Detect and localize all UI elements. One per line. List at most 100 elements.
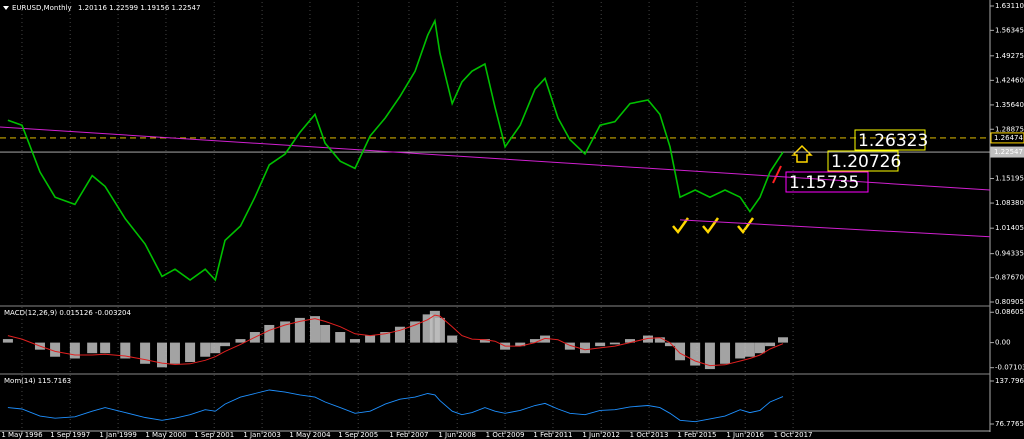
x-tick-label: 1 May 2000 xyxy=(145,431,186,439)
y-tick-label: 1.01405 xyxy=(995,224,1024,232)
x-tick-label: 1 Feb 2011 xyxy=(533,431,572,439)
macd-bar xyxy=(140,342,151,364)
y-tick-label: 1.42460 xyxy=(995,76,1024,84)
macd-bar xyxy=(2,339,13,343)
y-tick-label: 137.7966 xyxy=(995,377,1024,385)
macd-bar xyxy=(410,321,421,343)
macd-bar xyxy=(169,342,180,364)
macd-bar xyxy=(310,316,320,343)
x-tick-label: 1 Jun 2012 xyxy=(582,431,620,439)
macd-bar xyxy=(654,337,665,343)
y-tick-label: 1.08380 xyxy=(995,199,1024,207)
macd-bar xyxy=(643,335,653,343)
drawn-line xyxy=(772,165,782,184)
macd-bar xyxy=(675,342,686,361)
series-line xyxy=(7,18,784,282)
macd-bar xyxy=(735,342,746,359)
macd-bar xyxy=(294,317,305,343)
macd-bar xyxy=(210,342,221,354)
indicator-title: Mom(14) 115.7163 xyxy=(4,377,71,385)
macd-bar xyxy=(380,332,391,343)
price-level-label: 1.26474 xyxy=(994,134,1023,142)
annotation: 1.26323 xyxy=(858,131,928,151)
series-line xyxy=(7,389,784,423)
y-tick-label: 0.80905 xyxy=(995,298,1024,306)
macd-bar xyxy=(765,342,776,347)
annotation-box xyxy=(785,171,869,193)
y-tick-label: 0.87670 xyxy=(995,274,1024,282)
macd-bar xyxy=(100,342,111,354)
annotation: 1.20726 xyxy=(831,152,901,172)
x-tick-label: 1 Jun 2016 xyxy=(726,431,764,439)
macd-bar xyxy=(220,342,230,347)
macd-bar xyxy=(235,339,246,343)
macd-bar xyxy=(540,335,551,343)
annotation-box xyxy=(854,129,926,151)
macd-bar xyxy=(529,339,540,343)
macd-bar xyxy=(434,317,445,343)
x-tick-label: 1 Jan 1999 xyxy=(99,431,137,439)
macd-bar xyxy=(754,342,765,354)
y-tick-label: 1.49275 xyxy=(995,52,1024,60)
macd-bar xyxy=(720,342,731,364)
x-tick-label: 1 Oct 2017 xyxy=(774,431,813,439)
x-tick-label: 1 May 1996 xyxy=(1,431,43,439)
y-tick-label: 1.56345 xyxy=(995,26,1024,34)
x-tick-label: 1 Sep 2005 xyxy=(338,431,378,439)
y-tick-label: 1.15195 xyxy=(995,175,1024,183)
macd-bar xyxy=(69,342,80,359)
macd-bar xyxy=(422,314,433,343)
macd-bar xyxy=(280,321,291,343)
macd-bar xyxy=(50,342,61,357)
macd-bar xyxy=(429,310,440,343)
y-tick-label: 76.7765 xyxy=(995,420,1024,428)
chart-title: EURUSD,Monthly xyxy=(12,4,72,12)
macd-bar xyxy=(609,342,620,345)
macd-bar xyxy=(185,342,196,363)
trendline xyxy=(679,219,991,238)
macd-bar xyxy=(778,337,788,343)
x-tick-label: 1 Sep 2001 xyxy=(194,431,234,439)
macd-bar xyxy=(625,339,635,343)
y-tick-label: 1.35640 xyxy=(995,101,1024,109)
macd-bar xyxy=(447,335,458,343)
macd-bar xyxy=(157,342,167,368)
macd-bar xyxy=(264,324,275,343)
checkmarks xyxy=(672,217,755,235)
x-tick-label: 1 Jan 2003 xyxy=(243,431,281,439)
y-tick-label: 0.00 xyxy=(995,339,1011,347)
macd-bar xyxy=(664,342,675,347)
macd-bar xyxy=(580,342,590,354)
macd-bar xyxy=(320,324,331,343)
trendline xyxy=(0,126,991,191)
macd-bar xyxy=(87,342,98,354)
up-arrow xyxy=(791,144,813,163)
macd-bar xyxy=(349,339,360,343)
x-tick-label: 1 Oct 2009 xyxy=(486,431,525,439)
price-level-box xyxy=(990,132,1024,144)
y-tick-label: 1.28875 xyxy=(995,125,1024,133)
macd-bar xyxy=(200,342,211,357)
x-tick-label: 1 May 2004 xyxy=(289,431,331,439)
annotation: 1.15735 xyxy=(789,173,859,193)
indicator-title: MACD(12,26,9) 0.015126 -0.003204 xyxy=(4,309,131,317)
macd-bar xyxy=(564,342,575,350)
macd-bar xyxy=(394,326,405,343)
price-level-box xyxy=(990,146,1024,158)
chart-subtitle: 1.20116 1.22599 1.19156 1.22547 xyxy=(78,4,200,12)
macd-bar xyxy=(704,342,715,370)
symbol-icon xyxy=(3,6,9,10)
y-tick-label: -0.071034 xyxy=(995,364,1024,372)
x-tick-label: 1 Oct 2013 xyxy=(630,431,669,439)
macd-bar xyxy=(515,342,526,347)
macd-bar xyxy=(335,332,346,343)
x-tick-label: 1 Feb 2007 xyxy=(389,431,428,439)
macd-bar xyxy=(365,335,376,343)
price-level-label: 1.22547 xyxy=(994,148,1023,156)
macd-bar xyxy=(595,342,606,347)
macd-bar xyxy=(120,342,131,359)
macd-bar xyxy=(744,342,755,357)
